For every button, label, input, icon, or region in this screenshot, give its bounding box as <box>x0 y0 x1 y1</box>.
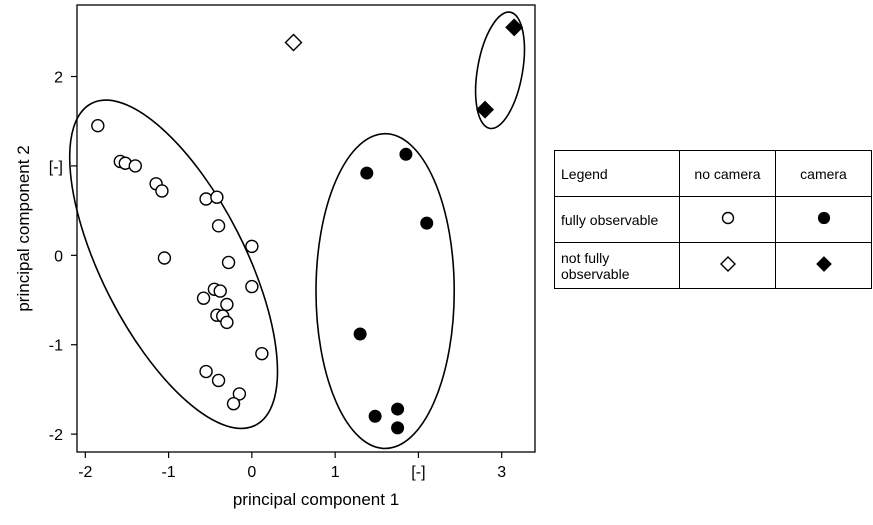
point-open-circle <box>255 346 269 361</box>
y-axis-title: principal component 2 <box>14 145 33 311</box>
point-filled-circle <box>353 327 367 341</box>
point-filled-circle <box>368 409 382 423</box>
x-axis-title: principal component 1 <box>233 490 399 509</box>
point-filled-circle <box>360 166 374 180</box>
ellipse-camera-cluster <box>315 132 456 450</box>
open-diamond-icon <box>719 256 736 272</box>
point-filled-diamond <box>505 18 524 37</box>
point-open-circle <box>211 219 226 233</box>
ellipse-no-camera-cluster <box>68 99 279 430</box>
point-open-circle <box>220 297 234 312</box>
point-open-circle <box>220 315 234 330</box>
legend-title: Legend <box>554 150 680 197</box>
y-tick-label: -2 <box>49 427 63 444</box>
legend-marker-diamond-open <box>679 242 776 289</box>
legend-table: Legend no camera camera fully observable… <box>554 150 872 289</box>
axis-ticks: -2 -1 0 1 [-] 3 -2 -1 0 [-] 2 <box>49 70 506 481</box>
point-open-circle <box>213 284 227 298</box>
x-tick-label: [-] <box>411 464 425 481</box>
point-open-circle <box>211 373 226 388</box>
x-tick-label: 1 <box>331 464 340 481</box>
x-tick-label: 0 <box>247 464 256 481</box>
point-open-circle <box>157 251 172 265</box>
point-filled-circle <box>420 216 434 230</box>
point-filled-diamond <box>476 100 495 119</box>
legend-marker-circle-open <box>679 196 776 243</box>
data-points <box>91 18 524 435</box>
legend-row-fully-observable: fully observable <box>554 196 680 243</box>
legend-column-no-camera: no camera <box>679 150 776 197</box>
legend-column-camera: camera <box>775 150 872 197</box>
point-open-circle <box>91 118 105 133</box>
point-open-circle <box>196 291 211 305</box>
x-tick-label: -1 <box>161 464 175 481</box>
point-open-circle <box>226 397 241 411</box>
point-open-circle <box>221 255 236 270</box>
point-open-circle <box>199 364 213 379</box>
filled-diamond-icon <box>815 256 832 272</box>
y-tick-label: 0 <box>54 248 63 265</box>
point-filled-circle <box>391 421 405 435</box>
y-tick-label: 2 <box>54 70 63 87</box>
ellipse-camera-not-observable-cluster <box>474 11 526 130</box>
point-filled-circle <box>399 147 413 161</box>
legend-row-not-fully-observable: not fully observable <box>554 242 680 289</box>
cluster-ellipses <box>68 11 526 450</box>
point-open-circle <box>245 239 259 254</box>
point-open-diamond <box>284 33 303 52</box>
plot-frame <box>76 4 536 453</box>
point-open-circle <box>199 192 213 206</box>
filled-circle-icon <box>817 211 830 225</box>
point-open-circle <box>128 159 142 173</box>
point-open-circle <box>155 184 169 198</box>
point-open-circle <box>210 190 224 204</box>
y-tick-label: [-] <box>49 159 63 176</box>
point-open-circle <box>245 279 259 294</box>
point-open-circle <box>232 387 247 401</box>
point-filled-circle <box>391 402 405 416</box>
open-circle-icon <box>721 211 734 225</box>
legend-marker-circle-filled <box>775 196 872 243</box>
x-tick-label: -2 <box>78 464 92 481</box>
x-tick-label: 3 <box>497 464 506 481</box>
legend-marker-diamond-filled <box>775 242 872 289</box>
y-tick-label: -1 <box>49 338 63 355</box>
